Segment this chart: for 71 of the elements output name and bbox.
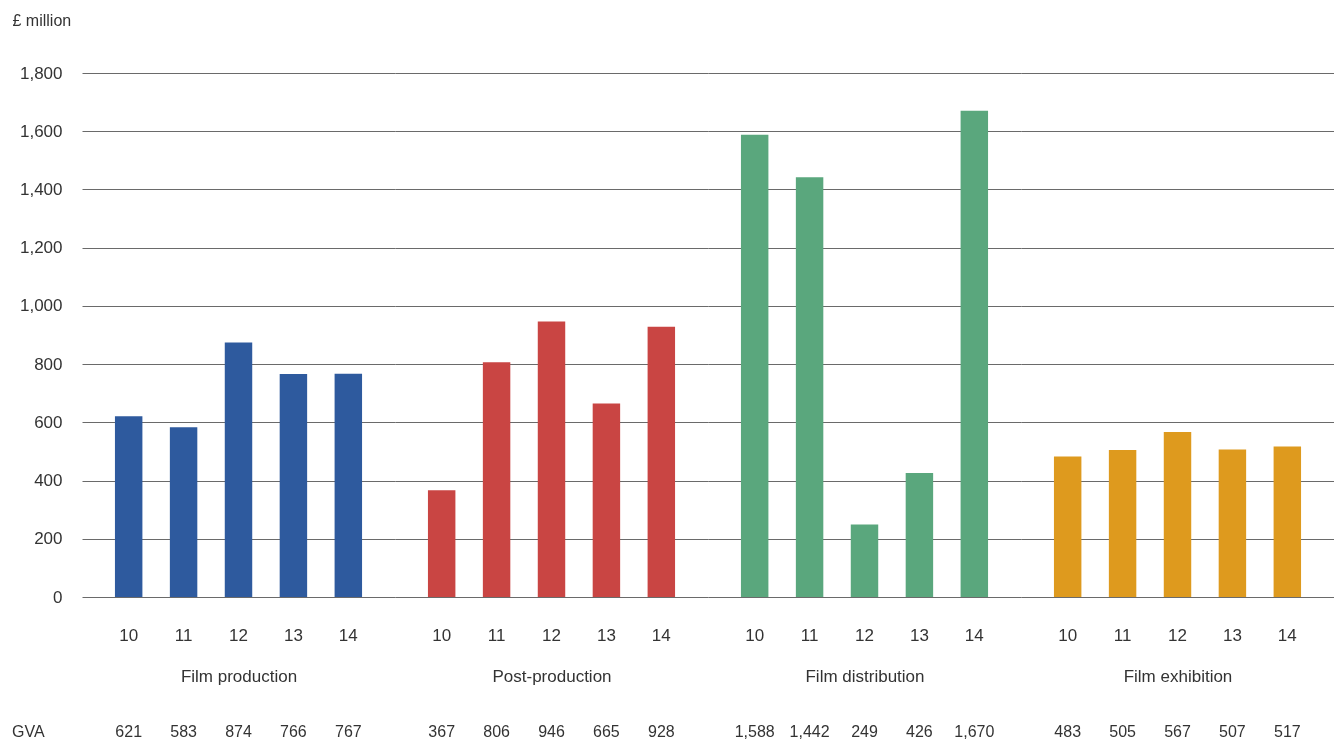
bar [795, 177, 824, 597]
x-tick-label: 13 [1222, 625, 1242, 645]
x-tick-label: 14 [1277, 625, 1297, 645]
bar [482, 362, 511, 597]
y-tick-label: 1,600 [19, 121, 63, 141]
data-label: 367 [428, 723, 456, 740]
bar [647, 326, 676, 597]
bar [279, 374, 308, 597]
x-axis-title: Film exhibition [1123, 666, 1233, 686]
x-tick-label: 13 [283, 625, 303, 645]
data-label: 483 [1054, 723, 1082, 740]
data-label: 665 [593, 723, 620, 740]
x-tick-label: 11 [800, 625, 819, 645]
bar [592, 403, 621, 597]
bar [334, 373, 363, 597]
data-label: 946 [538, 723, 565, 740]
data-label: 1,670 [954, 723, 995, 740]
x-tick-label: 13 [596, 625, 616, 645]
bar [905, 472, 934, 597]
bar [960, 110, 989, 597]
x-tick-label: 10 [1058, 625, 1078, 645]
y-tick-label: 400 [34, 471, 63, 491]
y-tick-label: 0 [53, 587, 63, 607]
y-tick-label: 800 [34, 354, 63, 374]
text: GVA [12, 723, 45, 740]
x-tick-label: 13 [909, 625, 929, 645]
bar [224, 342, 253, 597]
x-tick-label: 12 [229, 625, 248, 645]
bar [850, 524, 879, 597]
y-tick-label: 1,200 [19, 238, 63, 258]
data-label: 567 [1164, 723, 1191, 740]
data-label: 621 [115, 723, 143, 740]
data-label: 517 [1273, 723, 1301, 740]
x-tick-label: 11 [174, 625, 193, 645]
data-label: 249 [851, 723, 878, 740]
x-tick-label: 12 [1168, 625, 1187, 645]
bar [427, 490, 456, 597]
y-tick-label: 200 [34, 529, 63, 549]
x-tick-label: 12 [855, 625, 874, 645]
bar [114, 416, 143, 597]
x-tick-label: 12 [542, 625, 561, 645]
x-axis-title: Post-production [492, 666, 612, 686]
data-label: 505 [1109, 723, 1137, 740]
data-label: 426 [906, 723, 933, 740]
y-tick-label: 1,400 [19, 179, 63, 199]
x-axis-title: Film production [180, 666, 298, 686]
data-label: 767 [334, 723, 362, 740]
data-label: 583 [170, 723, 198, 740]
data-label: 928 [647, 723, 675, 740]
x-tick-label: 10 [745, 625, 765, 645]
y-tick-label: 600 [34, 412, 63, 432]
x-axis-title: Film distribution [805, 666, 925, 686]
bar [537, 321, 566, 597]
x-tick-label: 14 [651, 625, 671, 645]
x-tick-label: 14 [338, 625, 358, 645]
data-label: 1,588 [734, 723, 775, 740]
bar [740, 134, 769, 597]
data-label: 874 [225, 723, 252, 740]
x-tick-label: 14 [964, 625, 984, 645]
x-tick-label: 11 [487, 625, 506, 645]
data-label: 806 [483, 723, 511, 740]
y-tick-label: 1,800 [19, 63, 63, 83]
x-tick-label: 11 [1113, 625, 1132, 645]
data-label: 1,442 [789, 723, 830, 740]
y-axis-title: £ million [12, 11, 72, 29]
x-tick-label: 10 [119, 625, 139, 645]
x-tick-label: 10 [432, 625, 452, 645]
data-label: 507 [1219, 723, 1246, 740]
data-label: 766 [280, 723, 307, 740]
bar [169, 427, 198, 597]
y-tick-label: 1,000 [19, 296, 63, 316]
